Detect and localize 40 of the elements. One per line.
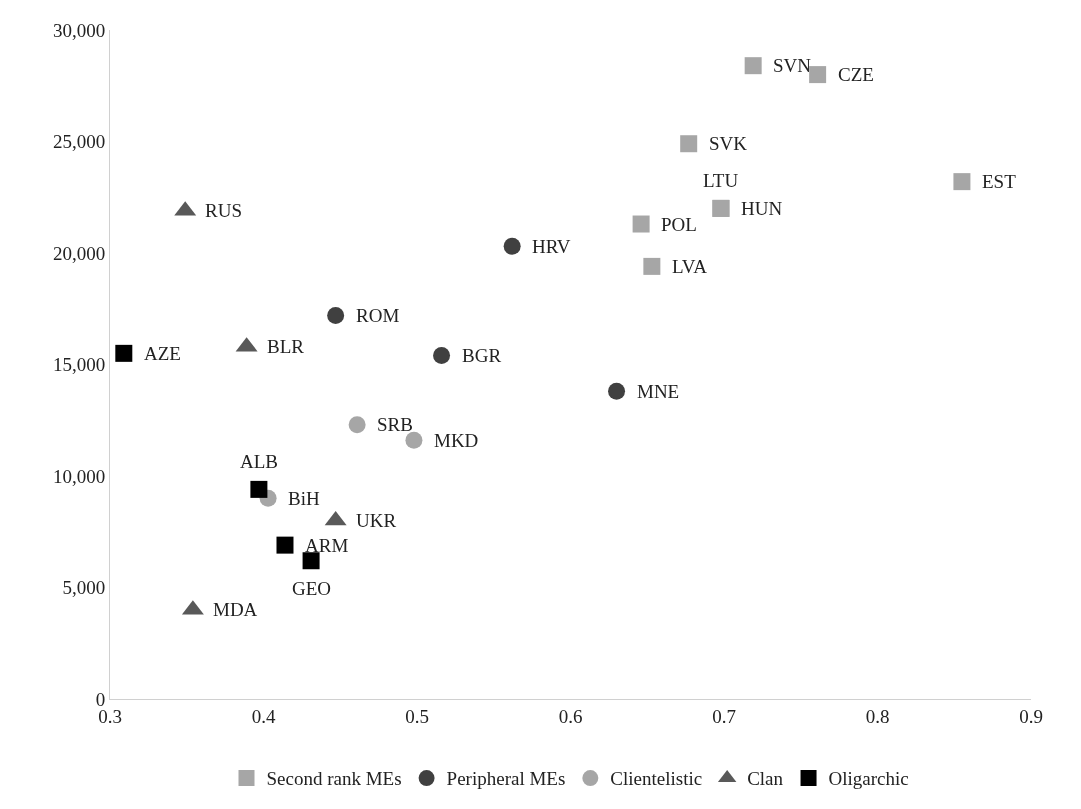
annotation: POL <box>661 214 697 235</box>
y-tick-label: 20,000 <box>52 242 106 264</box>
annotation: BLR <box>267 336 305 357</box>
annotation: RUS <box>205 200 242 221</box>
annotation: EST <box>982 171 1017 192</box>
x-tick-label: 0.7 <box>712 705 736 727</box>
x-tick-label: 0.9 <box>1019 705 1043 727</box>
annotation: ALB <box>240 451 278 472</box>
y-tick-label: 15,000 <box>52 354 106 376</box>
legend-label: Peripheral MEs <box>446 768 566 790</box>
legend-label: Clientelistic <box>610 768 703 790</box>
legend-label: Clan <box>747 768 784 790</box>
annotation: HRV <box>532 236 571 257</box>
annotation: ARM <box>305 535 349 556</box>
legend-label: Oligarchic <box>828 768 909 790</box>
annotation: ROM <box>356 305 400 326</box>
annotation: MNE <box>637 381 680 402</box>
annotation: BiH <box>288 488 320 509</box>
y-tick-label: 25,000 <box>52 131 106 153</box>
x-tick-label: 0.8 <box>865 705 890 727</box>
x-tick-label: 0.4 <box>251 705 276 727</box>
annotation: LTU <box>703 170 739 191</box>
y-tick-label: 5,000 <box>62 577 106 599</box>
annotation: MDA <box>213 599 258 620</box>
legend-label: Second rank MEs <box>266 768 402 790</box>
annotation: AZE <box>144 343 181 364</box>
annotation: LVA <box>672 256 708 277</box>
x-tick-label: 0.5 <box>405 705 429 727</box>
y-tick-label: 10,000 <box>52 465 106 487</box>
annotation: UKR <box>356 510 397 531</box>
annotation: SVK <box>709 133 748 154</box>
annotation: BGR <box>462 345 502 366</box>
x-tick-label: 0.6 <box>558 705 583 727</box>
annotation: HUN <box>741 198 783 219</box>
annotation: GEO <box>292 578 332 599</box>
y-tick-label: 30,000 <box>52 19 106 41</box>
annotation: MKD <box>434 430 479 451</box>
annotation: CZE <box>838 64 874 85</box>
annotation: SVN <box>773 55 812 76</box>
annotation: SRB <box>377 414 413 435</box>
